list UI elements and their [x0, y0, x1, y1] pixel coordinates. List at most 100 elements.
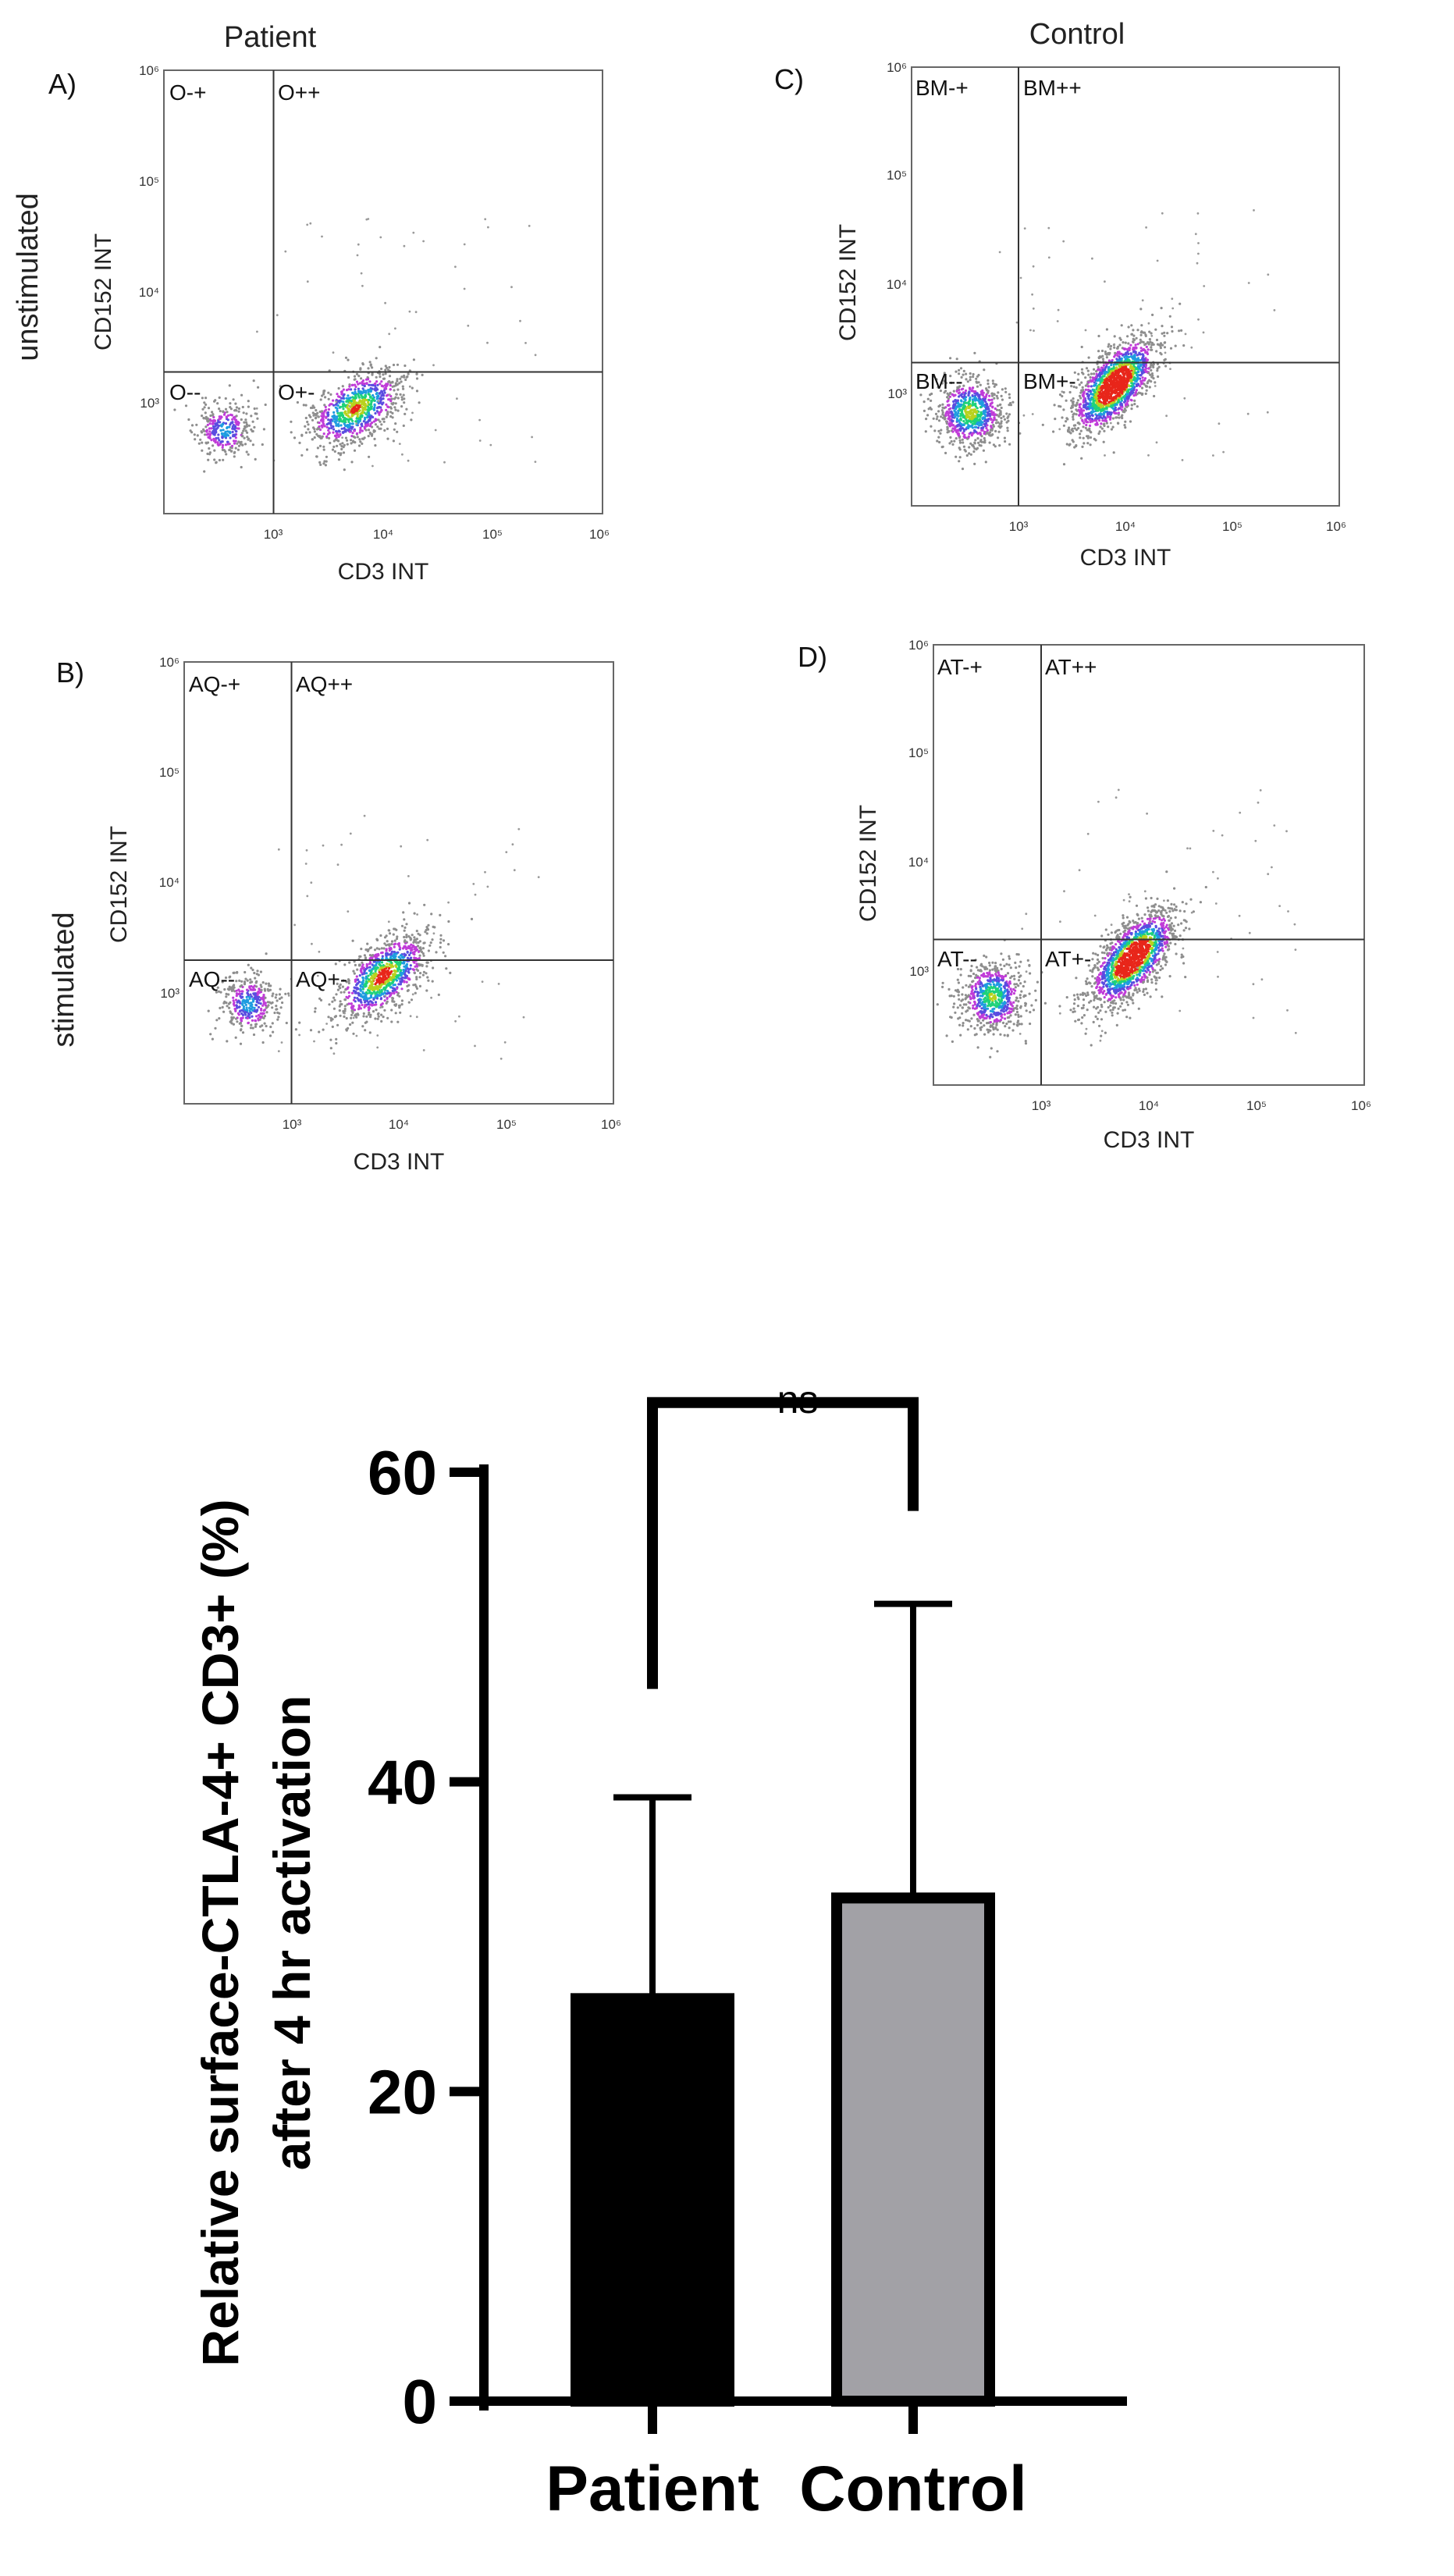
event-dot [356, 997, 359, 1000]
event-dot [315, 416, 318, 419]
event-dot [439, 941, 443, 945]
column-title-control: Control [1029, 18, 1125, 51]
event-dot [373, 388, 376, 391]
event-dot [353, 449, 357, 452]
event-dot [251, 1026, 254, 1030]
event-dot [418, 940, 422, 943]
x-tick-label: 10⁵ [496, 1117, 517, 1132]
quadrant-label: O+- [278, 380, 315, 404]
event-dot [381, 392, 384, 396]
event-dot [213, 458, 216, 461]
event-dot [219, 991, 222, 994]
event-dot [1113, 346, 1116, 349]
event-dot [1072, 415, 1075, 418]
event-dot [367, 429, 371, 432]
event-dot [1100, 413, 1103, 416]
event-dot [958, 460, 961, 463]
event-dot [983, 368, 986, 372]
event-dot [380, 952, 383, 955]
event-dot [212, 421, 215, 424]
event-dot [418, 954, 421, 957]
event-dot [332, 425, 335, 429]
event-dot [315, 428, 319, 431]
event-dot [332, 404, 336, 407]
event-dot [1085, 423, 1088, 427]
event-dot [421, 947, 425, 950]
event-dot [988, 394, 991, 397]
event-dot [407, 977, 411, 980]
event-dot [405, 935, 408, 939]
event-dot [421, 373, 424, 376]
event-dot [1139, 308, 1143, 311]
event-dot [222, 423, 225, 426]
event-dot [503, 1041, 507, 1044]
event-dot [372, 420, 375, 423]
event-dot [395, 979, 398, 982]
event-dot [965, 378, 968, 381]
event-dot [1062, 408, 1065, 411]
event-dot [1118, 375, 1122, 379]
event-dot [361, 1003, 364, 1007]
event-dot [315, 409, 318, 412]
event-dot [971, 386, 974, 390]
event-dot [367, 400, 370, 404]
event-dot [1081, 418, 1084, 422]
event-dot [923, 400, 926, 404]
event-dot [241, 1003, 244, 1006]
event-dot [353, 996, 357, 999]
event-dot [237, 988, 240, 991]
event-dot [207, 1009, 210, 1012]
event-dot [1089, 443, 1092, 447]
event-dot [256, 417, 259, 420]
event-dot [994, 383, 998, 386]
event-dot [379, 375, 382, 379]
event-dot [343, 1012, 346, 1015]
event-dot [369, 1016, 372, 1019]
event-dot [1104, 350, 1107, 354]
event-dot [240, 393, 244, 397]
event-dot [364, 980, 368, 983]
event-dot [389, 398, 392, 401]
event-dot [350, 407, 354, 411]
event-dot [334, 406, 337, 409]
y-tick-label: 10³ [160, 986, 180, 1001]
event-dot [271, 1022, 274, 1025]
event-dot [335, 1037, 338, 1041]
event-dot [389, 384, 392, 387]
event-dot [1126, 335, 1129, 338]
event-dot [353, 375, 357, 378]
event-dot [1041, 423, 1044, 426]
event-dot [999, 403, 1002, 406]
event-dot [327, 418, 330, 422]
event-dot [261, 1041, 265, 1044]
event-dot [278, 997, 281, 1001]
event-dot [1133, 354, 1136, 358]
event-dot [276, 314, 279, 317]
event-dot [414, 938, 418, 941]
event-dot [376, 1046, 379, 1049]
event-dot [463, 243, 466, 246]
event-dot [400, 380, 403, 383]
event-dot [337, 395, 340, 398]
event-dot [321, 235, 323, 238]
event-dot [327, 1016, 330, 1019]
event-dot [221, 1005, 224, 1009]
event-dot [276, 1018, 279, 1021]
event-dot [991, 412, 994, 415]
event-dot [343, 429, 347, 433]
event-dot [1141, 358, 1144, 361]
event-dot [332, 416, 336, 419]
event-dot [318, 444, 322, 448]
event-dot [253, 425, 256, 429]
event-dot [255, 407, 258, 410]
event-dot [350, 461, 354, 464]
event-dot [335, 419, 338, 422]
event-dot [232, 416, 236, 419]
event-dot [969, 396, 972, 399]
flow-panel-b: B) AQ-+ AQ++ AQ-- AQ+- 10³ 10⁴ 10⁵ 10⁶ 1… [56, 655, 621, 1175]
event-dot [1106, 389, 1109, 392]
event-dot [1068, 443, 1071, 447]
event-dot [355, 432, 358, 436]
event-dot [358, 438, 361, 441]
event-dot [352, 1005, 355, 1008]
